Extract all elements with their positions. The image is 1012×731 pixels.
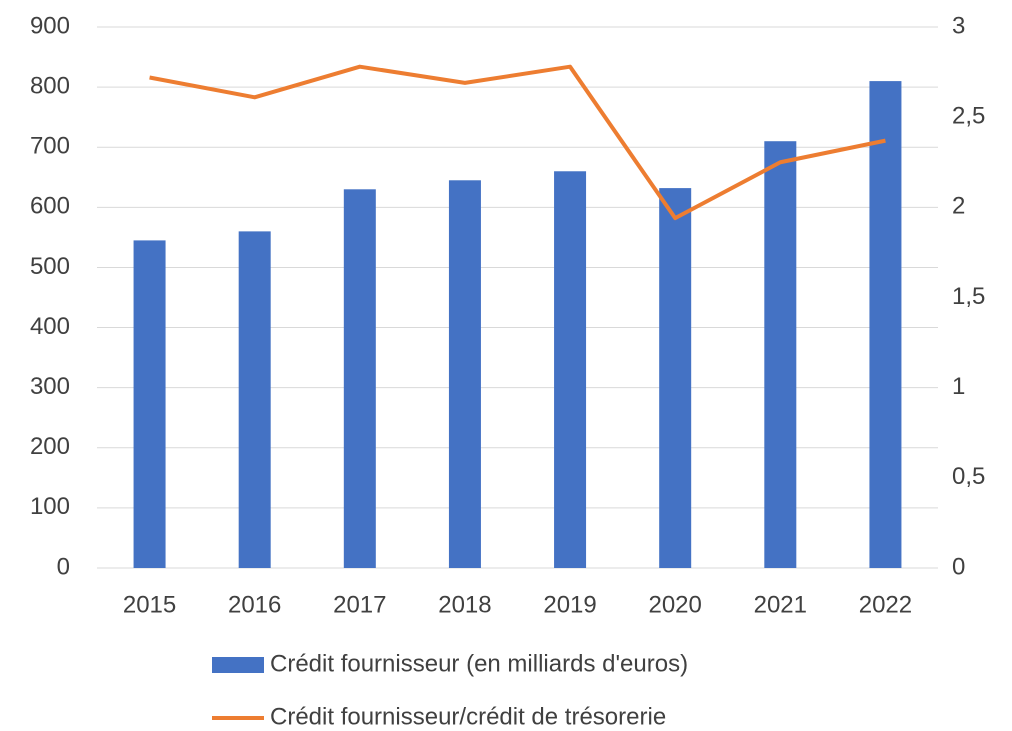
legend-label: Crédit fournisseur/crédit de trésorerie — [270, 703, 666, 730]
y-tick-label: 400 — [30, 313, 70, 340]
bar — [659, 188, 692, 568]
y2-tick-label: 0 — [952, 553, 965, 580]
bar — [764, 141, 797, 568]
y-tick-label: 800 — [30, 72, 70, 99]
bar — [238, 231, 271, 568]
y-tick-label: 300 — [30, 373, 70, 400]
y-tick-label: 100 — [30, 493, 70, 520]
x-tick-label: 2019 — [543, 591, 596, 618]
y-tick-label: 0 — [57, 553, 70, 580]
bar — [448, 180, 481, 569]
bar — [869, 81, 902, 568]
y-tick-label: 500 — [30, 253, 70, 280]
y2-tick-label: 0,5 — [952, 463, 985, 490]
x-tick-label: 2016 — [228, 591, 281, 618]
line — [149, 64, 886, 221]
legend-label: Crédit fournisseur (en milliards d'euros… — [270, 650, 688, 677]
y2-tick-label: 1 — [952, 373, 965, 400]
y-tick-label: 600 — [30, 193, 70, 220]
bar — [343, 189, 376, 569]
x-tick-label: 2020 — [648, 591, 701, 618]
bar — [133, 240, 166, 568]
y2-tick-label: 2 — [952, 193, 965, 220]
y2-tick-label: 3 — [952, 12, 965, 39]
x-tick-label: 2017 — [333, 591, 386, 618]
x-tick-label: 2018 — [438, 591, 491, 618]
y-tick-label: 900 — [30, 12, 70, 39]
legend-swatch — [212, 657, 264, 673]
x-tick-label: 2022 — [859, 591, 912, 618]
x-tick-label: 2021 — [754, 591, 807, 618]
y2-tick-label: 2,5 — [952, 103, 985, 130]
x-tick-label: 2015 — [123, 591, 176, 618]
y-tick-label: 700 — [30, 133, 70, 160]
y2-tick-label: 1,5 — [952, 283, 985, 310]
y-tick-label: 200 — [30, 433, 70, 460]
bar — [554, 171, 587, 568]
